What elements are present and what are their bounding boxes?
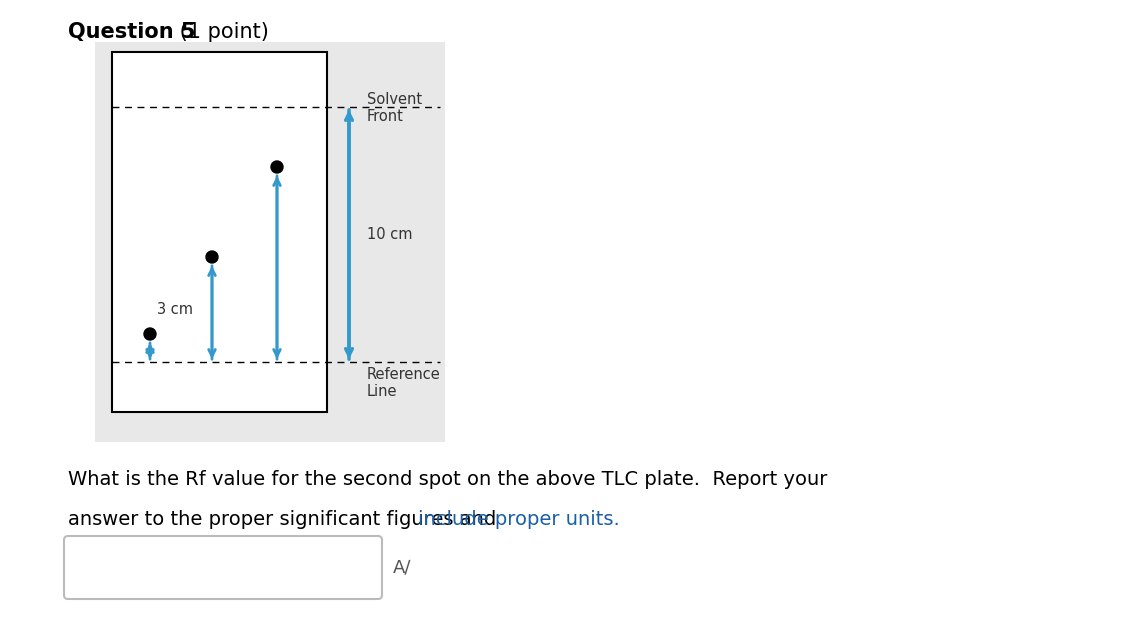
Text: answer to the proper significant figures and: answer to the proper significant figures… [68, 510, 502, 529]
Bar [95, 42, 445, 442]
Text: A∕: A∕ [393, 558, 411, 576]
Circle shape [206, 251, 218, 263]
Text: Question 5: Question 5 [68, 22, 195, 42]
Text: Reference
Line: Reference Line [367, 367, 441, 399]
Text: include proper units.: include proper units. [418, 510, 620, 529]
FancyBboxPatch shape [64, 536, 382, 599]
Text: Solvent
Front: Solvent Front [367, 92, 423, 125]
Circle shape [272, 161, 283, 173]
Circle shape [144, 328, 156, 340]
Text: What is the Rf value for the second spot on the above TLC plate.  Report your: What is the Rf value for the second spot… [68, 470, 827, 489]
Text: 10 cm: 10 cm [367, 227, 412, 242]
Text: (1 point): (1 point) [173, 22, 269, 42]
Bar [112, 52, 327, 412]
Text: 3 cm: 3 cm [157, 302, 193, 317]
Bar [68, 540, 378, 595]
